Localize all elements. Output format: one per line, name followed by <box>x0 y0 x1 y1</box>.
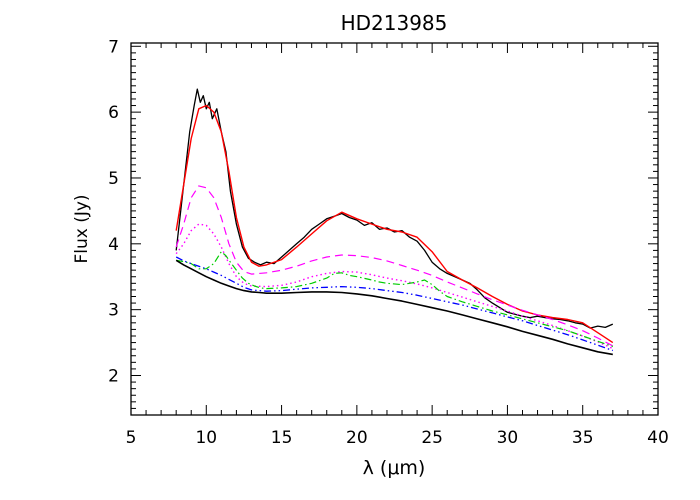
y-tick-label: 7 <box>108 37 119 57</box>
y-tick-label: 4 <box>108 235 119 255</box>
y-tick-label: 2 <box>108 366 119 386</box>
y-tick-label: 5 <box>108 169 119 189</box>
chart-title: HD213985 <box>341 11 448 35</box>
y-tick-label: 3 <box>108 301 119 321</box>
series-line-6 <box>175 256 614 352</box>
series-line-1 <box>175 88 614 329</box>
y-tick-label: 6 <box>108 103 119 123</box>
series-line-7 <box>175 259 613 356</box>
plot-lines <box>175 88 614 356</box>
x-tick-label: 25 <box>421 428 443 448</box>
series-line-5 <box>176 251 613 348</box>
series-line-3 <box>175 185 614 347</box>
y-axis-label: Flux (Jy) <box>72 194 92 263</box>
plot-frame <box>130 42 659 416</box>
axis-ticks <box>130 43 659 415</box>
series-line-4 <box>175 223 614 350</box>
tick-labels: 5 10 15 20 25 30 35 40 2 3 4 5 6 7 <box>108 37 669 448</box>
series-line-2 <box>175 104 614 344</box>
x-axis-label: λ (μm) <box>363 457 426 479</box>
x-tick-label: 35 <box>572 428 594 448</box>
x-tick-label: 20 <box>346 428 368 448</box>
x-tick-label: 15 <box>271 428 293 448</box>
x-tick-label: 40 <box>647 428 669 448</box>
x-tick-label: 30 <box>497 428 519 448</box>
x-tick-label: 5 <box>126 428 137 448</box>
x-tick-label: 10 <box>195 428 217 448</box>
